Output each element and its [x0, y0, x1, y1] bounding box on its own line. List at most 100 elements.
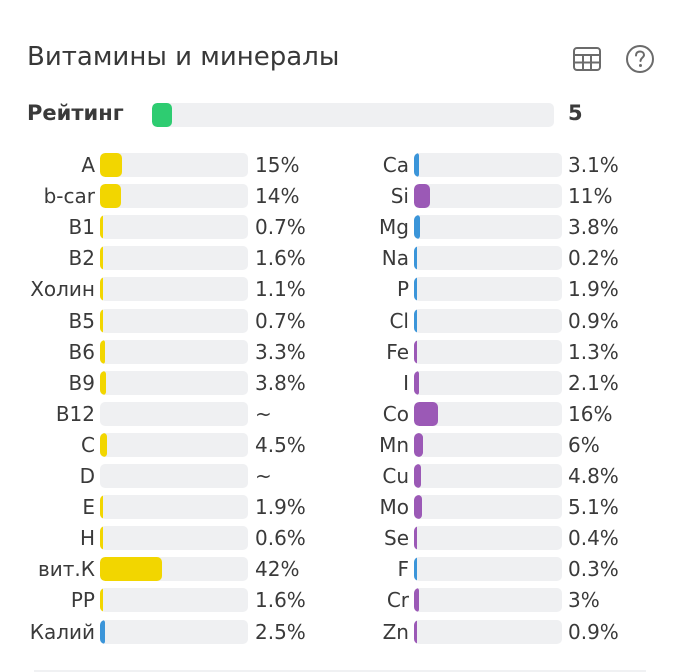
nutrient-name: Fe [386, 339, 409, 364]
nutrient-bar-fill [100, 246, 103, 271]
minerals-row: Mg 3.8% [0, 215, 680, 240]
nutrient-bar-fill [414, 619, 417, 644]
vitamins-row: C 4.5% [0, 432, 680, 457]
nutrient-bar-fill [414, 370, 419, 395]
nutrient-value: 0.7% [255, 308, 306, 333]
nutrient-value: 2.5% [255, 619, 306, 644]
minerals-row: Cl 0.9% [0, 308, 680, 333]
vitamins-row: B2 1.6% [0, 246, 680, 271]
nutrient-bar [100, 308, 248, 333]
nutrient-value: 15% [255, 153, 300, 177]
nutrient-bar-fill [100, 308, 103, 333]
vitamins-row: D ~ [0, 464, 680, 488]
nutrient-name: Cl [389, 308, 409, 333]
nutrient-value: 0.9% [568, 619, 619, 644]
vitamins-row: B9 3.8% [0, 370, 680, 395]
nutrient-bar-fill [414, 246, 417, 271]
vitamins-row: вит.К 42% [0, 557, 680, 582]
nutrient-bar-fill [100, 215, 103, 240]
minerals-row: F 0.3% [0, 557, 680, 582]
nutrient-bar [100, 588, 248, 613]
nutrient-name: C [81, 432, 95, 457]
minerals-row: I 2.1% [0, 370, 680, 395]
nutrient-name: A [81, 153, 95, 177]
nutrient-bar-fill [100, 184, 121, 209]
nutrient-name: Si [390, 184, 409, 209]
vitamins-row: b-car 14% [0, 184, 680, 209]
nutrient-bar-fill [100, 526, 103, 551]
nutrient-value: 1.9% [568, 277, 619, 302]
nutrient-bar-fill [414, 495, 422, 520]
nutrient-value: 1.1% [255, 277, 306, 302]
nutrient-value: 0.7% [255, 215, 306, 240]
nutrient-value: 1.6% [255, 588, 306, 613]
nutrient-bar [100, 495, 248, 520]
nutrient-bar [100, 619, 248, 644]
nutrient-name: P [396, 277, 409, 302]
nutrient-bar-fill [414, 557, 417, 582]
nutrient-value: 3.8% [568, 215, 619, 240]
nutrient-name: Se [384, 526, 409, 551]
nutrient-name: I [403, 370, 409, 395]
panel-title: Витамины и минералы [27, 42, 340, 72]
nutrient-name: Cu [382, 464, 409, 488]
vitamins-row: B6 3.3% [0, 339, 680, 364]
nutrient-bar-fill [414, 339, 417, 364]
vitamins-row: A 15% [0, 153, 680, 177]
nutrient-value: 5.1% [568, 495, 619, 520]
nutrient-name: Zn [382, 619, 409, 644]
nutrient-value: 0.3% [568, 557, 619, 582]
nutrient-value: 6% [568, 432, 600, 457]
nutrient-name: E [82, 495, 95, 520]
nutrient-bar [414, 215, 562, 240]
nutrient-value: 1.9% [255, 495, 306, 520]
nutrient-name: B5 [68, 308, 95, 333]
nutrient-bar [414, 588, 562, 613]
nutrient-bar [414, 184, 562, 209]
nutrient-bar [100, 215, 248, 240]
nutrient-name: B12 [55, 401, 95, 426]
nutrient-value: 2.1% [568, 370, 619, 395]
nutrient-name: D [79, 464, 95, 488]
nutrient-name: вит.К [38, 557, 95, 582]
nutrient-value: 1.3% [568, 339, 619, 364]
nutrient-name: Ca [382, 153, 409, 177]
nutrient-bar [100, 184, 248, 209]
nutrient-name: H [79, 526, 95, 551]
minerals-row: Mn 6% [0, 432, 680, 457]
nutrient-bar [100, 370, 248, 395]
table-view-button[interactable] [572, 44, 602, 74]
nutrient-value: 3.3% [255, 339, 306, 364]
minerals-row: Se 0.4% [0, 526, 680, 551]
nutrient-value: 4.8% [568, 464, 619, 488]
vitamins-row: H 0.6% [0, 526, 680, 551]
nutrient-name: B6 [68, 339, 95, 364]
nutrient-bar-fill [100, 619, 105, 644]
minerals-row: Si 11% [0, 184, 680, 209]
nutrient-bar [414, 277, 562, 302]
help-button[interactable] [625, 44, 655, 74]
nutrient-value: 11% [568, 184, 613, 209]
nutrient-bar [100, 401, 248, 426]
nutrient-bar [414, 246, 562, 271]
nutrient-value: 14% [255, 184, 300, 209]
nutrient-name: Калий [29, 619, 95, 644]
nutrient-bar-fill [414, 526, 417, 551]
table-icon [573, 47, 601, 71]
rating-bar-fill [152, 103, 173, 127]
vitamins-row: B12 ~ [0, 401, 680, 426]
nutrient-name: PP [70, 588, 95, 613]
nutrient-bar [414, 370, 562, 395]
nutrient-bar [414, 619, 562, 644]
nutrient-bar [414, 432, 562, 457]
nutrient-bar-fill [100, 370, 106, 395]
nutrient-value: 0.2% [568, 246, 619, 271]
nutrient-bar-fill [414, 153, 419, 177]
nutrient-value: ~ [255, 464, 272, 488]
nutrient-bar-fill [414, 277, 417, 302]
nutrient-bar-fill [100, 495, 103, 520]
nutrient-bar-fill [414, 184, 431, 209]
nutrient-bar [100, 432, 248, 457]
nutrient-bar-fill [100, 588, 103, 613]
minerals-row: Mo 5.1% [0, 495, 680, 520]
